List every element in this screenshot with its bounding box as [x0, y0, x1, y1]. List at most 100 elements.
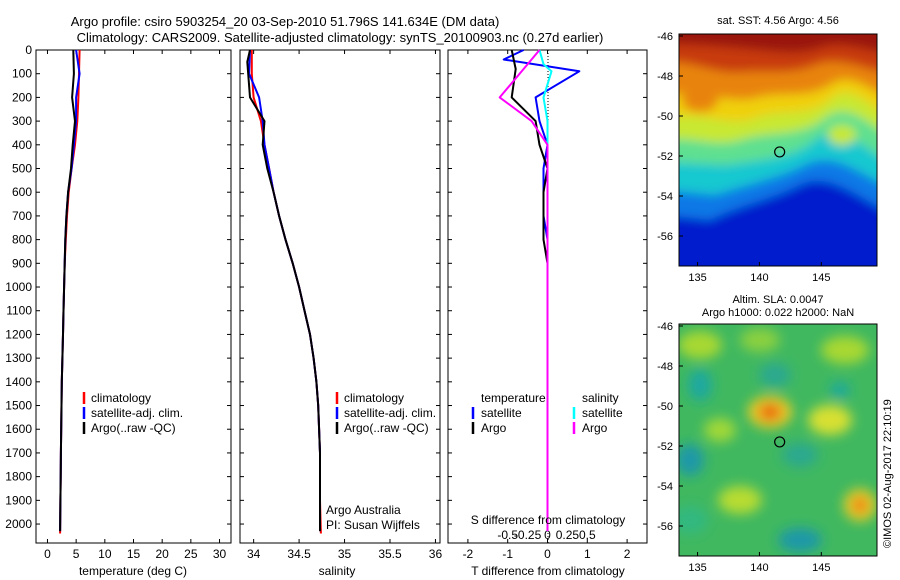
- temperature-panel: 0100200300400500600700800900100011001200…: [5, 43, 232, 578]
- s-difference-ticks: -0.5-0.25 0 0.25 0.5: [497, 528, 596, 542]
- salinity-series: [246, 49, 322, 534]
- lat-tick-label: -46: [657, 31, 673, 43]
- legend-salinity-title: salinity: [582, 391, 619, 405]
- sla-lat-ticks: -46 -48 -50 -52 -54 -56: [657, 321, 683, 533]
- depth-tick-label: 1100: [6, 304, 32, 318]
- x-tick-label: 20: [155, 547, 169, 561]
- lon-tick-label: 145: [812, 272, 830, 284]
- x-tick-label: 5: [73, 547, 80, 561]
- depth-tick-label: 400: [12, 138, 32, 152]
- salinity-legend: climatology satellite-adj. clim. Argo(..…: [335, 391, 436, 435]
- x-tick-label: 36: [429, 547, 443, 561]
- legend-argo-label: Argo(..raw -QC): [91, 421, 176, 435]
- legend-s-argo-label: Argo: [582, 421, 608, 435]
- depth-tick-label: 2000: [5, 517, 32, 531]
- depth-tick-label: 1800: [5, 470, 32, 484]
- argo-position-marker: [774, 436, 786, 448]
- lat-tick-label: -54: [657, 191, 673, 203]
- depth-tick-label: 900: [12, 256, 32, 270]
- sla-map-panel: Altim. SLA: 0.0047 Argo h1000: 0.022 h20…: [657, 294, 878, 574]
- sst-map-frame: [678, 33, 878, 267]
- credit-argo-australia: Argo Australia: [326, 503, 401, 517]
- salinity-depth-ticks: [240, 49, 440, 525]
- x-tick-label: -1: [502, 547, 513, 561]
- legend-argo-label: Argo(..raw -QC): [344, 421, 429, 435]
- t-difference-label: T difference from climatology: [471, 564, 625, 578]
- depth-tick-label: 1600: [5, 422, 32, 436]
- temperature-series: [59, 49, 81, 534]
- x-tick-label: 0: [544, 547, 551, 561]
- lon-tick-label: 145: [812, 562, 830, 574]
- x-tick-label: 2: [624, 547, 631, 561]
- x-tick-label: 35.5: [378, 547, 402, 561]
- lat-tick-label: -54: [657, 481, 673, 493]
- argo-position-marker: [774, 146, 786, 158]
- s-tick-label: 0: [544, 528, 551, 542]
- lat-tick-label: -52: [657, 151, 673, 163]
- legend-t-satellite-label: satellite: [481, 406, 522, 420]
- depth-tick-label: 0: [25, 43, 32, 57]
- sla-map-frame: [678, 323, 878, 557]
- temperature-axis-ticks: 0 5 10 15 20 25 30: [44, 50, 227, 561]
- x-tick-label: 35: [338, 547, 352, 561]
- temperature-legend: climatology satellite-adj. clim. Argo(..…: [82, 391, 183, 435]
- sla-lon-ticks: 135 140 145: [688, 552, 830, 574]
- depth-tick-label: 600: [12, 185, 32, 199]
- x-tick-label: 15: [127, 547, 141, 561]
- legend-climatology-label: climatology: [344, 391, 404, 405]
- x-tick-label: 0: [44, 547, 51, 561]
- imos-watermark: ©IMOS 02-Aug-2017 22:10:19: [882, 399, 894, 548]
- temperature-xlabel: temperature (deg C): [79, 564, 187, 578]
- sst-lon-ticks: 135 140 145: [688, 262, 830, 284]
- depth-tick-label: 100: [12, 67, 32, 81]
- lat-tick-label: -56: [657, 231, 673, 243]
- series-line-salinity-argo: [498, 49, 549, 532]
- legend-temperature-title: temperature: [481, 391, 546, 405]
- depth-tick-label: 700: [12, 209, 32, 223]
- s-tick-label: 0.25: [556, 528, 580, 542]
- sla-map-title: Altim. SLA: 0.0047: [732, 294, 823, 306]
- depth-tick-label: 1000: [5, 280, 32, 294]
- lat-tick-label: -56: [657, 521, 673, 533]
- lon-tick-label: 140: [750, 272, 768, 284]
- lon-tick-label: 140: [750, 562, 768, 574]
- salinity-axes-box: [239, 49, 441, 544]
- x-tick-label: 25: [184, 547, 198, 561]
- legend-s-satellite-label: satellite: [582, 406, 623, 420]
- legend-t-argo-label: Argo: [481, 421, 507, 435]
- lat-tick-label: -50: [657, 111, 673, 123]
- s-tick-label: -0.25: [514, 528, 542, 542]
- s-tick-label: -0.5: [497, 528, 518, 542]
- difference-legend: temperature satellite Argo salinity sate…: [471, 391, 623, 435]
- depth-tick-label: 1300: [5, 351, 32, 365]
- legend-satellite-label: satellite-adj. clim.: [344, 406, 436, 420]
- depth-tick-label: 1400: [5, 375, 32, 389]
- depth-axis-ticks: 0 100 200 300 400 500 600 700 800 900 1000 1100 1200…: [5, 43, 231, 531]
- depth-tick-label: 1900: [5, 493, 32, 507]
- sst-heatmap: [679, 34, 877, 266]
- sla-heatmap: [679, 324, 877, 556]
- sst-map-title: sat. SST: 4.56 Argo: 4.56: [717, 15, 839, 27]
- temperature-axes-box: [35, 49, 232, 544]
- salinity-xlabel: salinity: [319, 564, 356, 578]
- t-difference-ticks: -2 -1 0 1 2: [463, 50, 631, 561]
- legend-satellite-label: satellite-adj. clim.: [91, 406, 183, 420]
- series-line-argo-raw-qc-: [246, 49, 321, 532]
- x-tick-label: 34.5: [287, 547, 311, 561]
- s-tick-label: 0.5: [579, 528, 596, 542]
- depth-tick-label: 800: [12, 233, 32, 247]
- figure-title-line1: Argo profile: csiro 5903254_20 03-Sep-20…: [71, 14, 500, 29]
- depth-tick-label: 300: [12, 114, 32, 128]
- salinity-panel: 34 34.5 35 35.5 36 salinity climatology sate…: [239, 49, 443, 578]
- s-difference-label: S difference from climatology: [471, 513, 626, 527]
- depth-tick-label: 500: [12, 162, 32, 176]
- x-tick-label: 30: [213, 547, 227, 561]
- legend-climatology-label: climatology: [91, 391, 151, 405]
- lat-tick-label: -48: [657, 71, 673, 83]
- lat-tick-label: -48: [657, 361, 673, 373]
- sst-lat-ticks: -46 -48 -50 -52 -54 -56: [657, 31, 683, 243]
- credit-pi: PI: Susan Wijffels: [326, 518, 420, 532]
- difference-series: [498, 49, 581, 532]
- depth-tick-label: 1500: [5, 399, 32, 413]
